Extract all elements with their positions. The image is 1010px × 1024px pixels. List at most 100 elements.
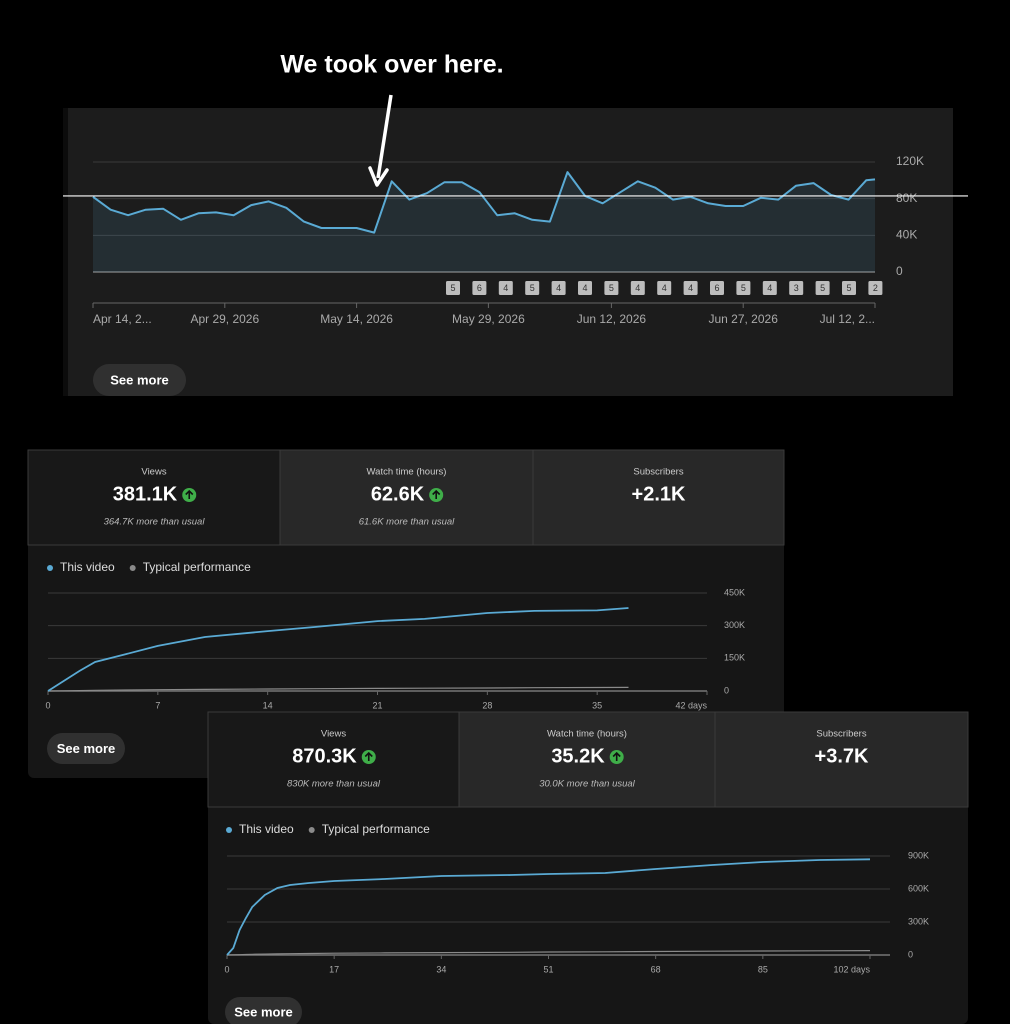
- video-badge-label: 2: [873, 283, 878, 293]
- video-badge-label: 4: [662, 283, 667, 293]
- metric-note: 61.6K more than usual: [359, 517, 455, 528]
- metric-label: Subscribers: [633, 467, 683, 478]
- x-tick-label: 35: [592, 700, 602, 710]
- y-tick-label: 120K: [896, 154, 924, 168]
- x-tick-label: May 14, 2026: [320, 312, 393, 326]
- video-badge[interactable]: [578, 281, 592, 295]
- line: [47, 686, 629, 692]
- video-badge[interactable]: [762, 281, 777, 295]
- x-tick-label: 14: [263, 700, 273, 710]
- see-more-label[interactable]: See more: [57, 741, 116, 756]
- video-badge-label: 5: [450, 283, 455, 293]
- x-tick-label: Apr 29, 2026: [190, 312, 259, 326]
- trend-arrow: [432, 489, 441, 499]
- x-tick-label: Jun 12, 2026: [577, 312, 647, 326]
- y-tick-label: 300K: [908, 916, 929, 926]
- video-badge[interactable]: [551, 281, 566, 295]
- metric-value: 62.6K: [371, 483, 425, 505]
- video-badge[interactable]: [604, 281, 619, 295]
- metric-value: +3.7K: [815, 745, 869, 767]
- metric-card[interactable]: [458, 711, 716, 808]
- metric-card[interactable]: [532, 449, 785, 546]
- x-tick-label: 102 days: [833, 964, 870, 974]
- x-tick-label: 42 days: [675, 700, 707, 710]
- x-tick-label: Jun 27, 2026: [708, 312, 778, 326]
- video-badge[interactable]: [630, 281, 645, 295]
- legend-dot: [308, 827, 315, 833]
- video-badge[interactable]: [842, 281, 856, 295]
- metric-label: Views: [141, 467, 166, 478]
- metric-card[interactable]: [207, 711, 460, 808]
- see-more-label[interactable]: See more: [110, 372, 169, 387]
- video-badge-label: 5: [846, 283, 851, 293]
- metric-card[interactable]: [714, 711, 969, 808]
- video-badge[interactable]: [683, 281, 698, 295]
- arrow: [376, 94, 393, 179]
- video-badge-label: 4: [635, 283, 640, 293]
- line: [47, 607, 629, 692]
- metric-label: Watch time (hours): [547, 729, 627, 740]
- video-badge[interactable]: [815, 281, 830, 295]
- video-badge-label: 6: [714, 283, 719, 293]
- line: [92, 171, 876, 234]
- y-tick-label: 0: [724, 685, 729, 695]
- video-badge[interactable]: [472, 281, 487, 295]
- video-badge-label: 4: [582, 283, 587, 293]
- video-badge[interactable]: [498, 281, 513, 295]
- x-tick-label: 85: [758, 964, 768, 974]
- annotation: We took over here.: [280, 51, 503, 79]
- metric-card[interactable]: [279, 449, 534, 546]
- video-badge[interactable]: [446, 281, 460, 295]
- trend-arrow: [185, 489, 194, 499]
- content: 0 40K 80K 120K Apr 14, 2... Apr 29, 2026 May 1…: [27, 154, 969, 1024]
- legend-dot: [47, 565, 53, 571]
- x-tick-label: 7: [155, 700, 160, 710]
- line: [226, 858, 871, 956]
- legend-label: Typical performance: [143, 560, 251, 574]
- legend-dot: [226, 827, 232, 833]
- video-badge[interactable]: [789, 281, 804, 295]
- video-badge-label: 4: [688, 283, 693, 293]
- see-more-button[interactable]: [225, 997, 302, 1024]
- x-tick-label: 34: [436, 964, 446, 974]
- video-badge[interactable]: [710, 281, 724, 295]
- see-more-button[interactable]: [47, 733, 125, 764]
- metric-card[interactable]: [27, 449, 281, 546]
- panel: [63, 108, 953, 396]
- x-tick-label: 0: [224, 964, 229, 974]
- y-tick-label: 900K: [908, 850, 929, 860]
- legend-label: This video: [60, 560, 115, 574]
- legend-dot: [129, 565, 136, 571]
- metric-note: 364.7K more than usual: [104, 517, 206, 528]
- x-tick-label: 0: [45, 700, 50, 710]
- video-badge-label: 4: [556, 283, 561, 293]
- metric-note: 30.0K more than usual: [539, 779, 635, 790]
- video-badge[interactable]: [525, 281, 540, 295]
- trend-arrow: [364, 751, 373, 761]
- area: [93, 172, 875, 272]
- video-badge-label: 4: [503, 283, 508, 293]
- y-tick-label: 40K: [896, 228, 917, 242]
- video-badge[interactable]: [868, 281, 883, 295]
- y-tick-label: 600K: [908, 883, 929, 893]
- y-tick-label: 300K: [724, 620, 745, 630]
- y-tick-label: 0: [908, 949, 913, 959]
- x-tick-label: 68: [651, 964, 661, 974]
- metric-note: 830K more than usual: [287, 779, 381, 790]
- video-badge[interactable]: [657, 281, 672, 295]
- x-tick-label: May 29, 2026: [452, 312, 525, 326]
- x-tick-label: Apr 14, 2...: [93, 312, 152, 326]
- arrow-head: [368, 166, 389, 187]
- see-more-button[interactable]: [93, 364, 186, 396]
- video-badge[interactable]: [736, 281, 751, 295]
- metric-value: 35.2K: [551, 745, 605, 767]
- x-tick-label: Jul 12, 2...: [820, 312, 875, 326]
- y-tick-label: 450K: [724, 587, 745, 597]
- x-tick-label: 17: [329, 964, 339, 974]
- metric-value: 870.3K: [292, 745, 357, 767]
- line: [226, 950, 871, 956]
- legend-label: This video: [239, 822, 294, 836]
- see-more-label[interactable]: See more: [234, 1004, 293, 1019]
- y-tick-label: 150K: [724, 653, 745, 663]
